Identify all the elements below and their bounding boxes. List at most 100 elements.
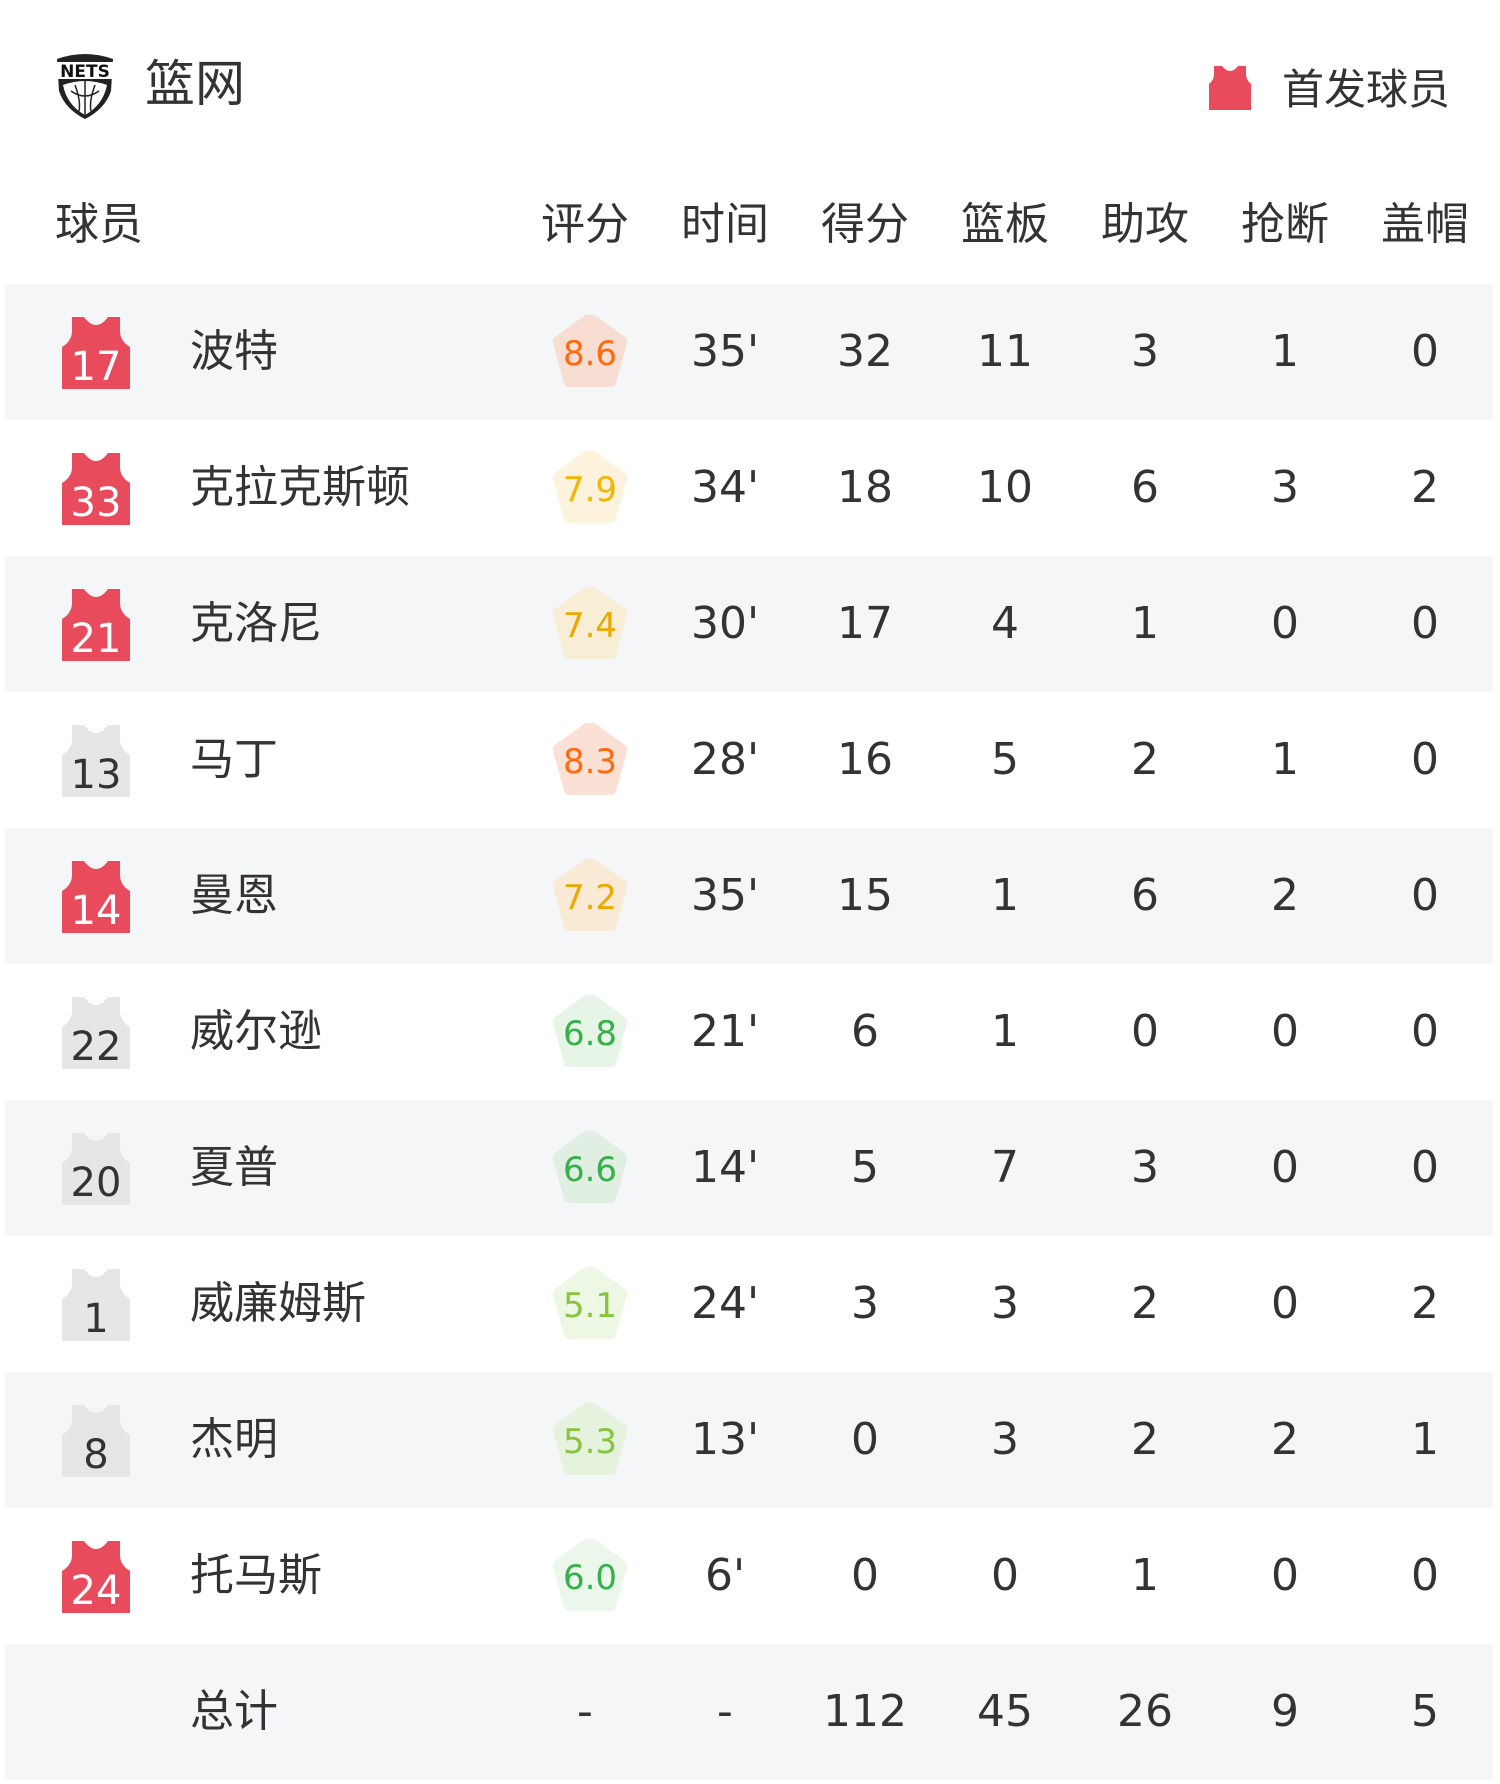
stat-rebounds: 0 [991, 1550, 1019, 1601]
stat-blocks: 0 [1411, 326, 1439, 377]
stat-steals: 2 [1271, 1414, 1299, 1465]
total-assists: 26 [1117, 1686, 1173, 1737]
stat-assists: 6 [1131, 870, 1159, 921]
jersey-icon: 14 [60, 859, 132, 935]
col-points[interactable]: 得分 [821, 199, 909, 250]
team-name: 篮网 [145, 55, 245, 113]
player-row[interactable]: 21 克洛尼 7.4 30' 17 4 1 0 0 [5, 556, 1493, 692]
rating-value: 7.9 [562, 470, 618, 510]
player-name[interactable]: 威廉姆斯 [190, 1278, 366, 1329]
starter-legend: 首发球员 [1208, 56, 1450, 117]
col-rating[interactable]: 评分 [541, 199, 629, 250]
player-name[interactable]: 夏普 [190, 1142, 278, 1193]
player-name[interactable]: 波特 [190, 326, 278, 377]
stat-blocks: 0 [1411, 1006, 1439, 1057]
stat-points: 0 [851, 1550, 879, 1601]
stat-steals: 0 [1271, 1142, 1299, 1193]
stat-assists: 0 [1131, 1006, 1159, 1057]
stat-assists: 2 [1131, 1414, 1159, 1465]
rating-value: 5.1 [562, 1286, 618, 1326]
col-blocks[interactable]: 盖帽 [1381, 199, 1469, 250]
jersey-icon: 20 [60, 1131, 132, 1207]
stat-points: 16 [837, 734, 893, 785]
col-rebounds[interactable]: 篮板 [961, 199, 1049, 250]
stat-blocks: 0 [1411, 870, 1439, 921]
stat-rebounds: 5 [991, 734, 1019, 785]
player-name[interactable]: 克拉克斯顿 [190, 462, 410, 513]
jersey-number: 17 [70, 344, 122, 390]
player-name[interactable]: 克洛尼 [190, 598, 322, 649]
jersey-icon: 17 [60, 315, 132, 391]
rating-badge: 6.0 [549, 1535, 631, 1617]
rating-badge: 8.6 [549, 311, 631, 393]
stat-assists: 3 [1131, 326, 1159, 377]
stat-points: 17 [837, 598, 893, 649]
stat-time: 35' [690, 326, 760, 377]
table-header: 球员 评分 时间 得分 篮板 助攻 抢断 盖帽 [0, 190, 1500, 260]
stat-steals: 0 [1271, 1006, 1299, 1057]
rating-value: 8.6 [562, 334, 618, 374]
stat-rebounds: 3 [991, 1414, 1019, 1465]
player-row[interactable]: 1 威廉姆斯 5.1 24' 3 3 2 0 2 [5, 1236, 1493, 1372]
jersey-icon [1208, 65, 1251, 110]
stat-points: 15 [837, 870, 893, 921]
rating-badge: 5.1 [549, 1263, 631, 1345]
stat-assists: 3 [1131, 1142, 1159, 1193]
total-rating: - [577, 1686, 593, 1737]
stat-steals: 3 [1271, 462, 1299, 513]
player-name[interactable]: 马丁 [190, 734, 278, 785]
player-row[interactable]: 33 克拉克斯顿 7.9 34' 18 10 6 3 2 [5, 420, 1493, 556]
player-row[interactable]: 13 马丁 8.3 28' 16 5 2 1 0 [5, 692, 1493, 828]
rating-value: 6.6 [562, 1150, 618, 1190]
stat-points: 6 [851, 1006, 879, 1057]
rating-value: 6.8 [562, 1014, 618, 1054]
player-name[interactable]: 托马斯 [190, 1550, 322, 1601]
stat-blocks: 0 [1411, 598, 1439, 649]
stat-points: 18 [837, 462, 893, 513]
stat-time: 24' [690, 1278, 760, 1329]
col-player: 球员 [55, 199, 143, 250]
total-rebounds: 45 [977, 1686, 1033, 1737]
stat-blocks: 0 [1411, 1550, 1439, 1601]
stat-assists: 2 [1131, 734, 1159, 785]
player-name[interactable]: 威尔逊 [190, 1006, 322, 1057]
player-name[interactable]: 曼恩 [190, 870, 278, 921]
player-row[interactable]: 8 杰明 5.3 13' 0 3 2 2 1 [5, 1372, 1493, 1508]
stat-steals: 0 [1271, 1550, 1299, 1601]
stat-assists: 1 [1131, 598, 1159, 649]
total-steals: 9 [1271, 1686, 1299, 1737]
jersey-number: 21 [70, 616, 122, 662]
stat-steals: 0 [1271, 598, 1299, 649]
stat-steals: 1 [1271, 734, 1299, 785]
rating-badge: 6.8 [549, 991, 631, 1073]
stat-blocks: 0 [1411, 1142, 1439, 1193]
rating-badge: 7.2 [549, 855, 631, 937]
legend-label: 首发球员 [1281, 65, 1450, 114]
stat-points: 3 [851, 1278, 879, 1329]
col-time[interactable]: 时间 [681, 199, 769, 250]
stat-blocks: 2 [1411, 1278, 1439, 1329]
jersey-number: 13 [70, 752, 122, 798]
player-row[interactable]: 14 曼恩 7.2 35' 15 1 6 2 0 [5, 828, 1493, 964]
jersey-number: 22 [70, 1024, 122, 1070]
total-time: - [717, 1686, 733, 1737]
stat-blocks: 1 [1411, 1414, 1439, 1465]
player-table: 17 波特 8.6 35' 32 11 3 1 0 33 克拉克斯顿 7.9 34' 18 10 6 3 2 21 克… [5, 284, 1493, 1780]
player-row[interactable]: 20 夏普 6.6 14' 5 7 3 0 0 [5, 1100, 1493, 1236]
stat-steals: 1 [1271, 326, 1299, 377]
rating-badge: 7.4 [549, 583, 631, 665]
player-row[interactable]: 22 威尔逊 6.8 21' 6 1 0 0 0 [5, 964, 1493, 1100]
player-name[interactable]: 杰明 [190, 1414, 278, 1465]
stat-assists: 1 [1131, 1550, 1159, 1601]
stat-assists: 2 [1131, 1278, 1159, 1329]
stat-time: 6' [704, 1550, 746, 1601]
player-row[interactable]: 17 波特 8.6 35' 32 11 3 1 0 [5, 284, 1493, 420]
player-row[interactable]: 24 托马斯 6.0 6' 0 0 1 0 0 [5, 1508, 1493, 1644]
col-assists[interactable]: 助攻 [1101, 199, 1189, 250]
stat-rebounds: 3 [991, 1278, 1019, 1329]
total-points: 112 [823, 1686, 907, 1737]
stat-steals: 0 [1271, 1278, 1299, 1329]
svg-text:NETS: NETS [60, 62, 110, 82]
col-steals[interactable]: 抢断 [1241, 199, 1329, 250]
jersey-icon: 22 [60, 995, 132, 1071]
